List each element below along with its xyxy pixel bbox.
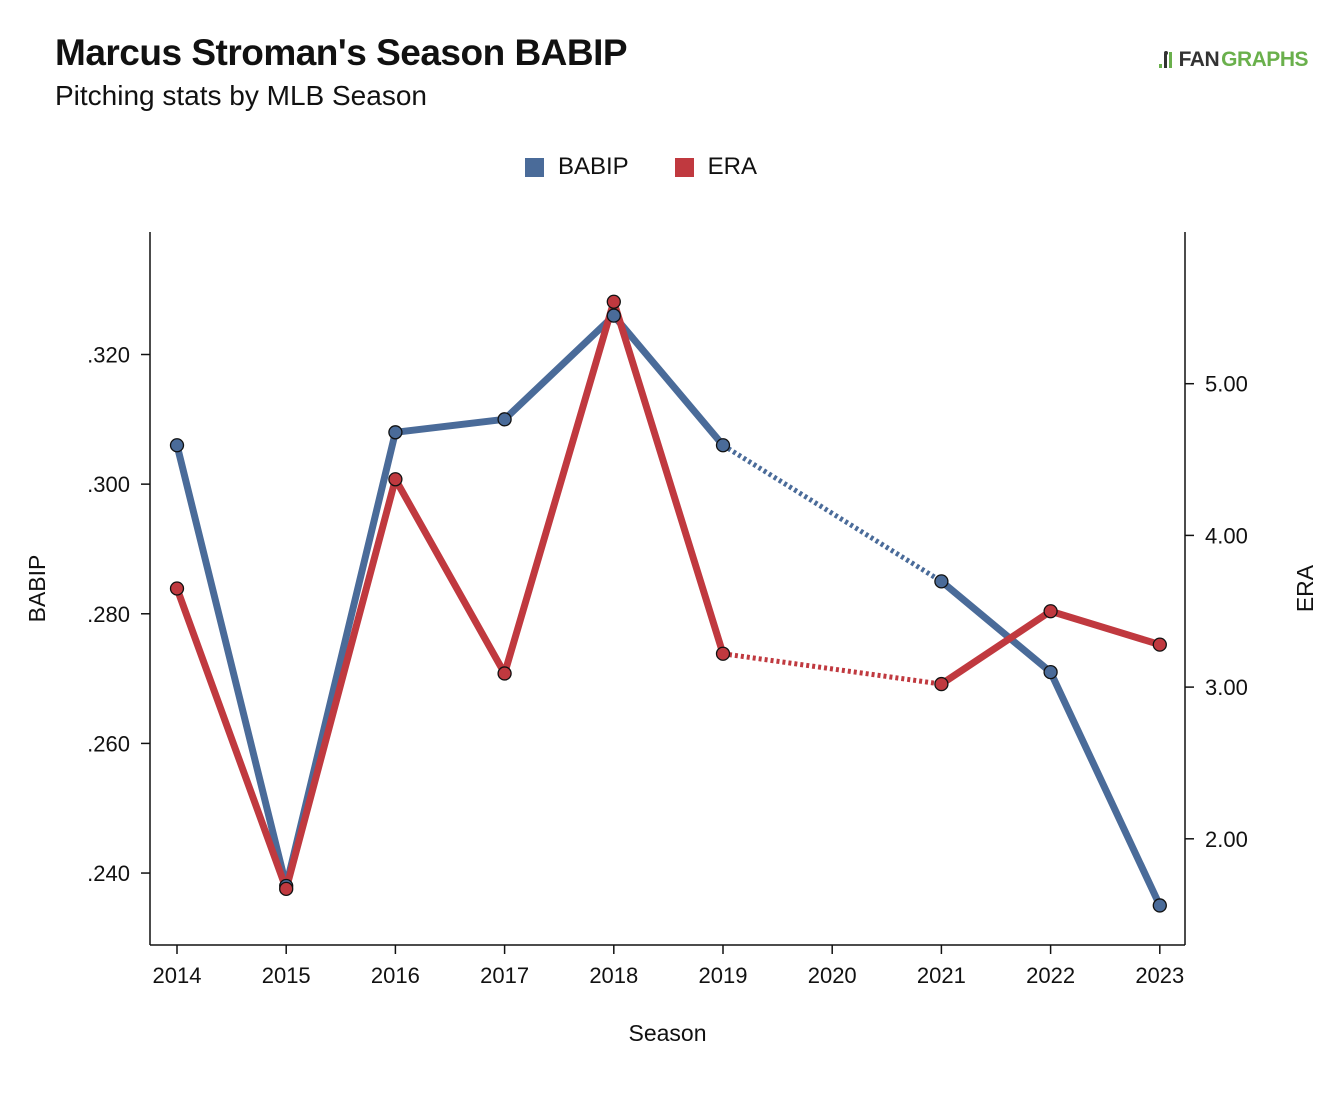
y2-tick-label: 2.00	[1205, 827, 1248, 852]
x-tick-label: 2018	[589, 963, 638, 988]
x-tick-label: 2016	[371, 963, 420, 988]
era-gap-segment	[722, 651, 942, 687]
x-axis-title: Season	[628, 1020, 706, 1046]
y-tick-label: .240	[87, 861, 130, 886]
y2-tick-label: 3.00	[1205, 675, 1248, 700]
babip-point	[497, 412, 512, 427]
y-tick-label: .320	[87, 343, 130, 368]
y-tick-label: .280	[87, 602, 130, 627]
era-line-segment	[1047, 607, 1164, 649]
x-tick-label: 2023	[1135, 963, 1184, 988]
chart-legend: BABIP ERA	[0, 153, 1342, 181]
x-tick-label: 2022	[1026, 963, 1075, 988]
babip-line-segment	[1047, 668, 1164, 909]
y2-tick-label: 5.00	[1205, 372, 1248, 397]
y-axis-title: BABIP	[24, 555, 50, 623]
logo-graphs-text: GRAPHS	[1221, 48, 1308, 71]
babip-point	[169, 438, 185, 453]
era-line-segment	[501, 298, 618, 677]
x-tick-label: 2015	[262, 963, 311, 988]
chart-title: Marcus Stroman's Season BABIP	[55, 32, 628, 73]
babip-point	[388, 425, 403, 440]
era-point	[606, 294, 621, 309]
x-tick-label: 2017	[480, 963, 529, 988]
chart-axes: 2014 2015 2016 2017 2018 2019 2020 2021 2022 2023…	[87, 232, 1248, 988]
fangraphs-logo: FAN GRAPHS	[1157, 48, 1308, 72]
babip-gap-segment	[721, 443, 943, 584]
era-point	[1152, 637, 1167, 652]
era-point	[279, 881, 294, 897]
batter-icon	[1157, 50, 1177, 70]
babip-line-segment	[610, 312, 727, 449]
era-point	[934, 676, 949, 692]
babip-point	[1152, 898, 1167, 913]
legend-swatch-era	[674, 157, 694, 177]
chart-points	[169, 294, 1167, 913]
y2-tick-label: 4.00	[1205, 523, 1248, 548]
legend-item-babip[interactable]: BABIP	[524, 153, 629, 181]
babip-line-segment	[391, 415, 509, 436]
x-tick-label: 2021	[917, 963, 966, 988]
logo-fan-text: FAN	[1178, 48, 1220, 71]
era-line-segment	[391, 475, 509, 677]
chart-lines	[173, 298, 1164, 909]
chart-subtitle: Pitching stats by MLB Season	[55, 80, 427, 111]
x-tick-label: 2020	[808, 963, 857, 988]
era-point	[388, 472, 403, 487]
y-tick-label: .260	[87, 731, 130, 756]
legend-label-era: ERA	[707, 153, 758, 180]
y2-axis-title: ERA	[1292, 564, 1318, 612]
era-point	[715, 646, 731, 661]
babip-point	[934, 574, 949, 589]
era-line-segment	[937, 607, 1055, 688]
x-tick-label: 2019	[699, 963, 748, 988]
legend-swatch-babip	[524, 157, 544, 177]
babip-line-segment	[173, 441, 290, 890]
era-line-segment	[282, 475, 399, 893]
babip-point	[606, 308, 621, 323]
era-point	[1043, 604, 1058, 619]
y-tick-label: .300	[87, 472, 130, 497]
era-point	[169, 581, 185, 596]
era-line-segment	[173, 585, 290, 893]
x-tick-label: 2014	[153, 963, 202, 988]
era-line-segment	[610, 298, 727, 658]
babip-line-segment	[501, 312, 618, 423]
babip-point	[1043, 664, 1058, 680]
legend-label-babip: BABIP	[557, 153, 629, 180]
babip-line-segment	[937, 577, 1055, 676]
era-point	[497, 666, 512, 681]
babip-point	[715, 438, 731, 453]
legend-item-era[interactable]: ERA	[674, 153, 758, 181]
